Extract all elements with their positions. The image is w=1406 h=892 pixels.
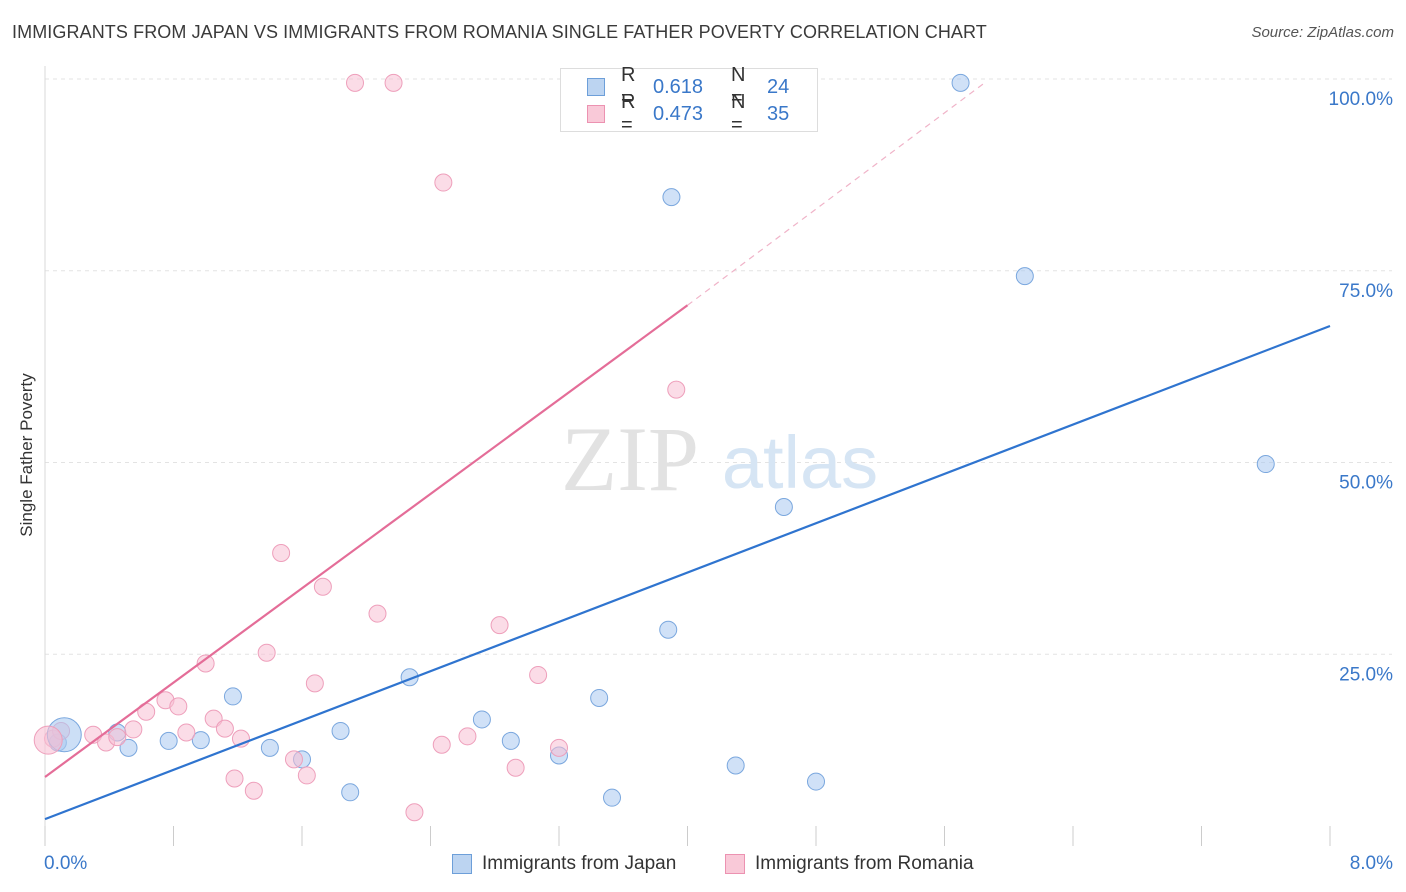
romania-point xyxy=(667,380,686,399)
romania-point xyxy=(346,73,365,92)
source-credit: Source: ZipAtlas.com xyxy=(1251,24,1394,41)
japan-swatch xyxy=(587,78,605,96)
romania-point xyxy=(204,709,223,728)
romania-point xyxy=(108,728,127,747)
romania-point xyxy=(458,727,477,746)
r-key: R = xyxy=(621,91,636,136)
axes xyxy=(44,66,1331,846)
japan-point xyxy=(726,756,745,775)
japan-r-value: 0.618 xyxy=(653,75,704,98)
japan-point xyxy=(331,721,350,740)
romania-legend-swatch xyxy=(725,854,745,874)
legend-item-japan[interactable]: Immigrants from Japan xyxy=(452,852,676,876)
n-key: N = xyxy=(731,91,746,136)
tick-labels: 25.0% 50.0% 75.0% 100.0% 0.0% 8.0% xyxy=(44,89,1393,874)
romania-legend-label: Immigrants from Romania xyxy=(755,853,974,874)
romania-point xyxy=(434,173,453,192)
trend-lines xyxy=(44,82,1331,821)
romania-point xyxy=(124,720,143,739)
romania-point xyxy=(368,604,387,623)
japan-point xyxy=(223,687,242,706)
romania-swatch xyxy=(587,105,605,123)
japan-point xyxy=(472,710,491,729)
romania-point xyxy=(550,738,568,757)
japan-n-value: 24 xyxy=(767,75,790,98)
romania-trend-line xyxy=(44,304,689,778)
japan-point xyxy=(951,73,970,92)
x-tick-label: 8.0% xyxy=(1350,853,1393,874)
romania-point xyxy=(177,723,196,742)
japan-legend-label: Immigrants from Japan xyxy=(482,853,677,874)
japan-point xyxy=(774,497,793,516)
chart-title: IMMIGRANTS FROM JAPAN VS IMMIGRANTS FROM… xyxy=(12,22,987,42)
correlation-legend: R = 0.618 N = 24 R = 0.473 N = 35 xyxy=(560,64,818,136)
japan-point xyxy=(590,688,609,707)
japan-point xyxy=(119,738,138,757)
japan-legend-swatch xyxy=(452,854,472,874)
japan-point xyxy=(260,738,279,757)
romania-point xyxy=(297,766,316,785)
romania-point xyxy=(490,616,509,635)
y-tick-label: 50.0% xyxy=(1339,473,1393,494)
romania-cluster-point xyxy=(33,725,63,755)
y-tick-label: 25.0% xyxy=(1339,664,1393,685)
romania-point xyxy=(196,654,215,673)
x-tick-label: 0.0% xyxy=(44,853,87,874)
watermark-zip: ZIP xyxy=(561,408,699,510)
japan-point xyxy=(1256,455,1275,474)
japan-point xyxy=(659,620,678,639)
grid-lines xyxy=(45,78,1392,655)
romania-point xyxy=(313,577,332,596)
romania-point xyxy=(244,781,263,800)
y-tick-label: 100.0% xyxy=(1329,89,1394,110)
romania-point xyxy=(215,719,234,738)
romania-point xyxy=(506,758,525,777)
romania-point xyxy=(169,697,188,716)
y-axis-label: Single Father Poverty xyxy=(17,373,36,537)
romania-r-value: 0.473 xyxy=(653,102,704,125)
watermark: ZIP atlas xyxy=(561,408,878,510)
japan-point xyxy=(159,731,178,750)
japan-point xyxy=(603,788,622,807)
romania-point xyxy=(257,643,276,662)
y-tick-label: 75.0% xyxy=(1339,281,1393,302)
legend-item-romania[interactable]: Immigrants from Romania xyxy=(725,852,974,876)
romania-point xyxy=(272,544,291,563)
watermark-atlas: atlas xyxy=(722,421,878,504)
japan-point xyxy=(807,772,825,791)
romania-point xyxy=(225,769,244,788)
romania-point xyxy=(305,674,324,693)
r-key: R = xyxy=(621,64,636,109)
japan-trend-line xyxy=(44,324,1331,821)
japan-point xyxy=(191,731,210,750)
romania-point xyxy=(529,665,548,684)
japan-point xyxy=(1015,267,1034,286)
romania-n-value: 35 xyxy=(767,102,790,125)
japan-point xyxy=(662,188,681,207)
n-key: N = xyxy=(731,64,746,109)
japan-point xyxy=(341,783,360,802)
romania-point xyxy=(384,73,403,92)
japan-point xyxy=(501,731,520,750)
romania-point xyxy=(432,735,451,754)
romania-point xyxy=(405,803,424,822)
romania-trend-extension xyxy=(687,82,986,306)
romania-point xyxy=(284,750,303,769)
